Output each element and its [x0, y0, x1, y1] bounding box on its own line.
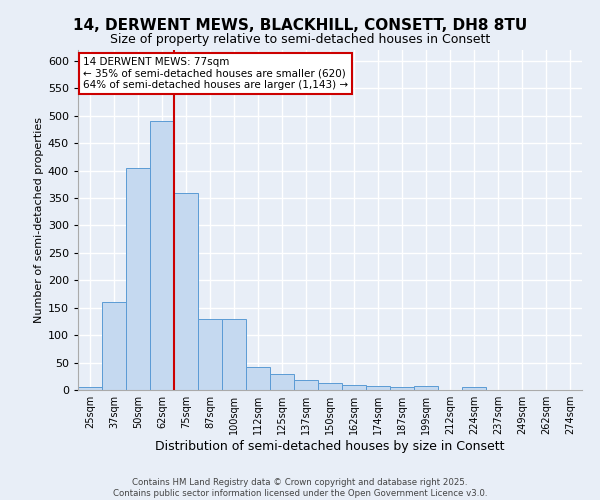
Bar	[414, 386, 438, 390]
Bar	[150, 122, 174, 390]
Bar	[174, 192, 198, 390]
Bar	[366, 386, 390, 390]
Bar	[342, 384, 366, 390]
Text: Size of property relative to semi-detached houses in Consett: Size of property relative to semi-detach…	[110, 32, 490, 46]
Text: 14, DERWENT MEWS, BLACKHILL, CONSETT, DH8 8TU: 14, DERWENT MEWS, BLACKHILL, CONSETT, DH…	[73, 18, 527, 32]
Text: Contains HM Land Registry data © Crown copyright and database right 2025.
Contai: Contains HM Land Registry data © Crown c…	[113, 478, 487, 498]
Bar	[270, 374, 294, 390]
Bar	[102, 302, 126, 390]
Bar	[78, 388, 102, 390]
Bar	[390, 388, 414, 390]
Text: 14 DERWENT MEWS: 77sqm
← 35% of semi-detached houses are smaller (620)
64% of se: 14 DERWENT MEWS: 77sqm ← 35% of semi-det…	[83, 57, 348, 90]
Y-axis label: Number of semi-detached properties: Number of semi-detached properties	[34, 117, 44, 323]
Bar	[318, 384, 342, 390]
Bar	[294, 380, 318, 390]
Bar	[462, 388, 486, 390]
Bar	[246, 367, 270, 390]
Bar	[126, 168, 150, 390]
X-axis label: Distribution of semi-detached houses by size in Consett: Distribution of semi-detached houses by …	[155, 440, 505, 453]
Bar	[198, 318, 222, 390]
Bar	[222, 318, 246, 390]
